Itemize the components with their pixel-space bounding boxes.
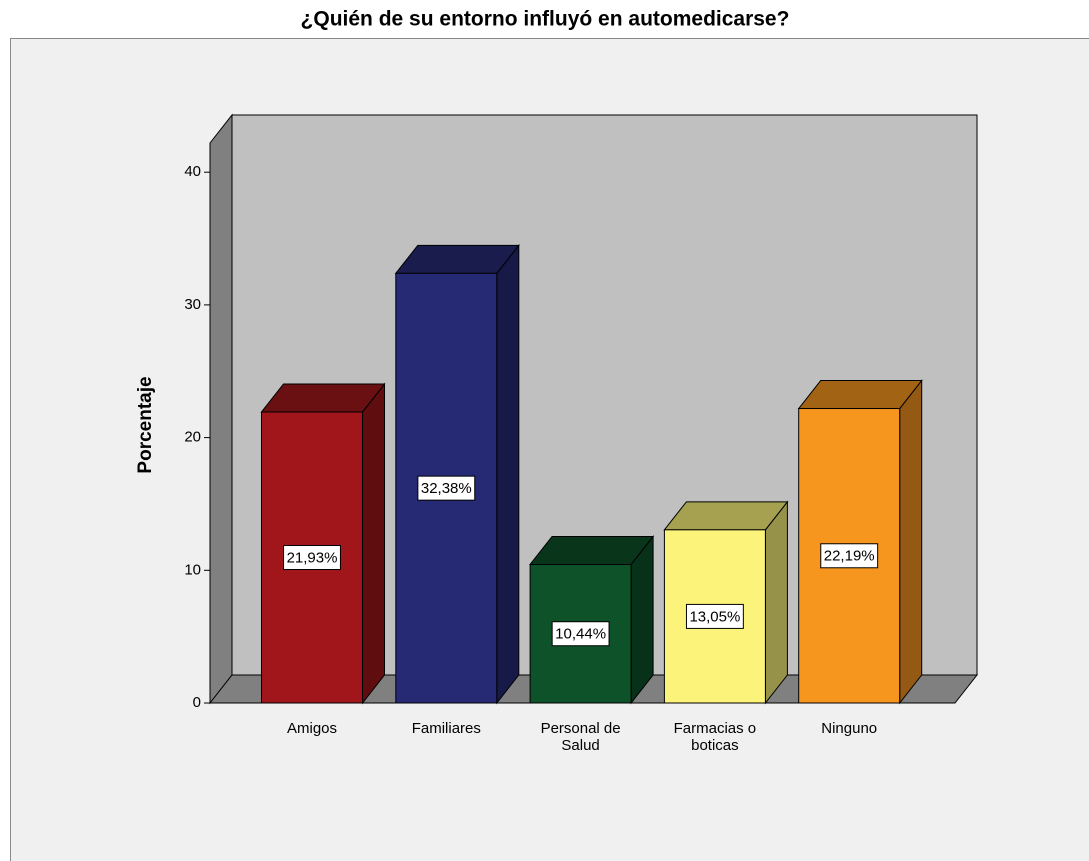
value-label-box — [685, 603, 744, 629]
y-axis-label: Porcentaje — [135, 376, 156, 473]
y-tick-label: 40 — [184, 163, 201, 180]
value-label: 22,19% — [824, 548, 875, 565]
x-tick-label: Farmacias o boticas — [674, 720, 757, 754]
x-tick-label: Ninguno — [821, 720, 877, 737]
value-label-box — [283, 544, 341, 570]
bar-side — [630, 535, 654, 705]
y-tick-label: 20 — [184, 429, 201, 446]
value-label: 32,38% — [421, 480, 472, 497]
x-tick-label: Familiares — [412, 720, 481, 737]
value-label: 10,44% — [555, 626, 606, 643]
side-wall — [209, 113, 233, 705]
x-tick-label: Personal de Salud — [541, 720, 621, 754]
bar-top — [663, 501, 789, 531]
bar-top — [394, 244, 520, 274]
bar-side — [362, 382, 385, 705]
value-label-box — [551, 621, 610, 647]
y-tick-label: 10 — [184, 561, 201, 578]
value-label-box — [417, 475, 476, 501]
bar-side — [899, 379, 923, 705]
bar-top — [797, 380, 923, 410]
value-label-box — [820, 543, 879, 569]
x-tick-label: Amigos — [287, 720, 337, 737]
y-tick-label: 0 — [193, 694, 201, 711]
chart-title: ¿Quién de su entorno influyó en automedi… — [301, 8, 790, 31]
y-tick-label: 30 — [184, 296, 201, 313]
value-label: 21,93% — [287, 549, 338, 566]
bar-top — [529, 535, 655, 565]
bar-side — [496, 243, 520, 705]
bar — [663, 529, 766, 704]
value-label: 13,05% — [689, 608, 740, 625]
bar-side — [764, 500, 788, 705]
bar-top — [260, 383, 386, 413]
